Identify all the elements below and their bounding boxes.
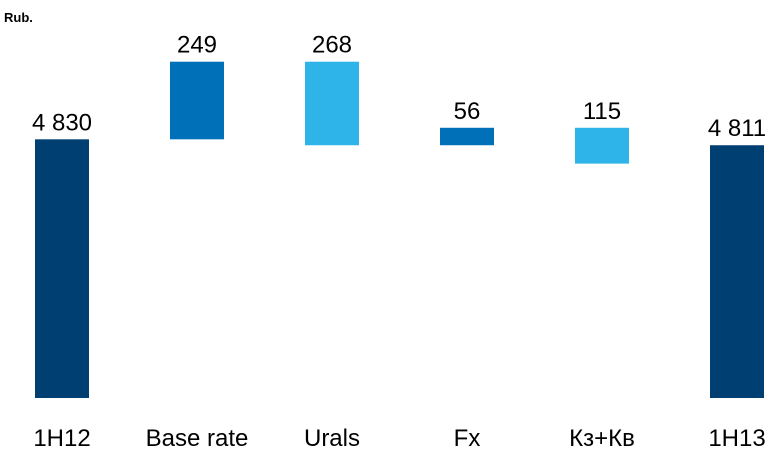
value-label: 115 bbox=[583, 98, 621, 125]
x-tick-label: 1H12 bbox=[33, 425, 90, 450]
bar bbox=[305, 61, 359, 146]
bar bbox=[710, 145, 764, 398]
chart-title: Rub. bbox=[4, 10, 33, 25]
bar bbox=[170, 61, 224, 140]
x-tick-label: Base rate bbox=[146, 425, 249, 450]
x-tick-label: Urals bbox=[304, 425, 360, 450]
value-label: 4 811 bbox=[708, 115, 766, 142]
value-label: 56 bbox=[454, 98, 481, 125]
value-label: 268 bbox=[312, 32, 352, 59]
x-tick-label: Fx bbox=[454, 425, 481, 450]
bar bbox=[440, 127, 494, 146]
bar bbox=[575, 127, 629, 164]
x-tick-label: 1H13 bbox=[708, 425, 765, 450]
bar bbox=[35, 139, 89, 399]
value-label: 4 830 bbox=[32, 109, 92, 136]
value-label: 249 bbox=[177, 32, 217, 59]
x-tick-label: Кз+Кв bbox=[569, 425, 635, 450]
